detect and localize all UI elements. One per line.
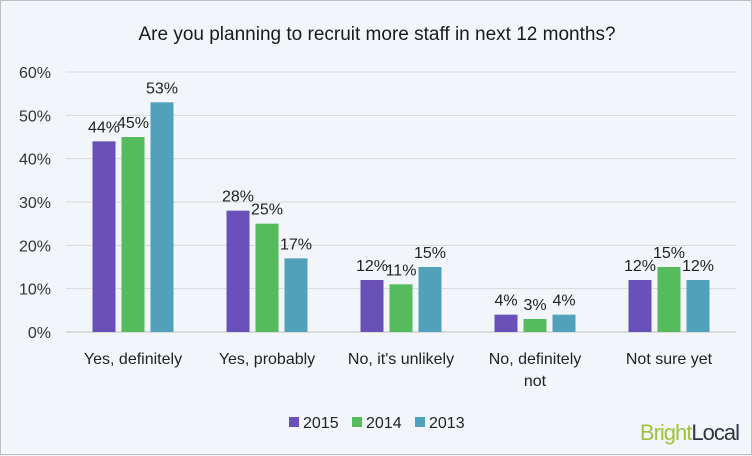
x-tick-label: Yes, definitely <box>84 351 182 368</box>
data-label: 11% <box>386 262 417 279</box>
legend-swatch-2014 <box>352 417 362 427</box>
legend-swatch-2013 <box>415 417 425 427</box>
x-tick-label: Yes, probably <box>219 351 315 368</box>
data-label: 17% <box>280 236 312 253</box>
y-tick-label: 20% <box>19 238 51 255</box>
bar-2015 <box>92 141 116 332</box>
data-label: 12% <box>682 258 714 275</box>
y-tick-label: 10% <box>19 282 51 299</box>
data-label: 4% <box>552 293 575 310</box>
bar-2014 <box>255 223 279 332</box>
data-label: 53% <box>146 80 178 97</box>
bar-2013 <box>418 267 442 332</box>
legend-label: 2015 <box>303 415 339 432</box>
x-tick-label: No, it's unlikely <box>348 351 454 368</box>
legend-swatch-2015 <box>289 417 299 427</box>
data-label: 3% <box>523 297 546 314</box>
bar-2015 <box>360 280 384 332</box>
chart-title: Are you planning to recruit more staff i… <box>138 24 615 45</box>
y-tick-label: 60% <box>19 65 51 82</box>
bar-2013 <box>686 280 710 332</box>
legend-label: 2013 <box>429 415 465 432</box>
y-tick-label: 40% <box>19 152 51 169</box>
data-label: 4% <box>494 293 517 310</box>
bar-2013 <box>552 314 576 332</box>
data-label: 45% <box>117 115 149 132</box>
data-label: 28% <box>222 189 254 206</box>
data-label: 12% <box>624 258 656 275</box>
y-tick-label: 30% <box>19 195 51 212</box>
x-tick-label: No, definitely <box>489 351 582 368</box>
data-label: 15% <box>653 245 685 262</box>
bar-2014 <box>389 284 413 332</box>
x-tick-label: not <box>524 373 547 390</box>
y-tick-label: 50% <box>19 108 51 125</box>
x-tick-label: Not sure yet <box>626 351 713 368</box>
bar-2014 <box>523 319 547 332</box>
data-label: 44% <box>88 119 120 136</box>
bar-2015 <box>628 280 652 332</box>
brightlocal-logo: BrightLocal <box>639 420 740 445</box>
bar-2013 <box>150 102 174 332</box>
bar-2014 <box>657 267 681 332</box>
bar-2015 <box>494 314 518 332</box>
y-tick-label: 0% <box>28 325 51 342</box>
data-label: 15% <box>414 245 446 262</box>
data-label: 12% <box>356 258 388 275</box>
legend-label: 2014 <box>366 415 402 432</box>
bar-2014 <box>121 137 145 332</box>
bar-2013 <box>284 258 308 332</box>
bar-2015 <box>226 210 250 332</box>
data-label: 25% <box>251 202 283 219</box>
